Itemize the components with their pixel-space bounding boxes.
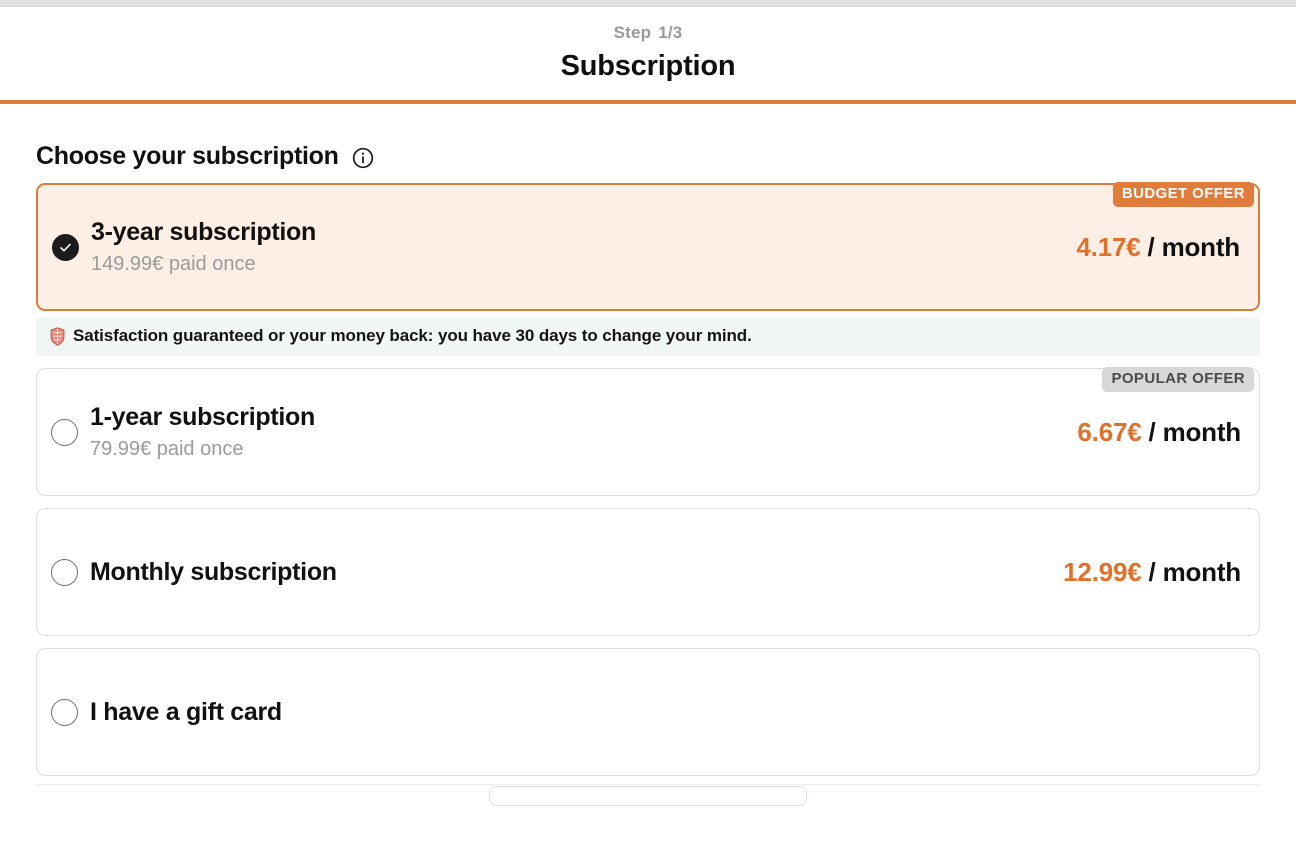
option-monthly-price: 12.99€ / month xyxy=(1063,557,1241,588)
window-top-strip xyxy=(0,0,1296,7)
guarantee-banner: Satisfaction guaranteed or your money ba… xyxy=(36,317,1260,356)
subscription-options: BUDGET OFFER 3-year subscription 149.99€… xyxy=(36,182,1260,776)
option-one-year-wrapper: POPULAR OFFER 1-year subscription 79.99€… xyxy=(36,367,1260,496)
radio-gift-card[interactable] xyxy=(51,698,78,726)
option-three-year-price: 4.17€ / month xyxy=(1076,232,1240,263)
option-monthly-price-period: / month xyxy=(1141,556,1242,587)
badge-popular-offer: POPULAR OFFER xyxy=(1102,367,1254,392)
option-three-year-left: 3-year subscription 149.99€ paid once xyxy=(52,217,1076,278)
option-gift-card-left: I have a gift card xyxy=(51,697,1241,728)
step-indicator-value: 1/3 xyxy=(658,23,683,42)
radio-monthly[interactable] xyxy=(51,558,78,586)
page-bottom-area xyxy=(36,784,1260,806)
option-one-year-labels: 1-year subscription 79.99€ paid once xyxy=(90,402,315,463)
continue-button-partial[interactable] xyxy=(489,786,807,806)
option-monthly-title: Monthly subscription xyxy=(90,557,337,586)
option-monthly-wrapper: Monthly subscription 12.99€ / month xyxy=(36,508,1260,636)
option-one-year-price: 6.67€ / month xyxy=(1077,417,1241,448)
guarantee-text: Satisfaction guaranteed or your money ba… xyxy=(73,326,752,345)
step-indicator: Step 1/3 xyxy=(0,21,1296,45)
page-title: Subscription xyxy=(560,50,736,82)
option-three-year-labels: 3-year subscription 149.99€ paid once xyxy=(91,217,316,278)
option-one-year-price-amount: 6.67€ xyxy=(1077,416,1142,447)
option-three-year-subtitle: 149.99€ paid once xyxy=(91,252,256,275)
page-header: Step 1/3 Subscription xyxy=(0,7,1296,104)
option-one-year-subtitle: 79.99€ paid once xyxy=(90,437,244,460)
option-monthly-price-amount: 12.99€ xyxy=(1063,556,1142,587)
option-card-gift-card[interactable]: I have a gift card xyxy=(36,648,1260,776)
option-one-year-title: 1-year subscription xyxy=(90,402,315,431)
radio-three-year[interactable] xyxy=(52,233,79,261)
info-circle-icon[interactable] xyxy=(352,144,374,169)
radio-one-year[interactable] xyxy=(51,418,78,446)
option-one-year-price-period: / month xyxy=(1141,416,1242,447)
option-monthly-labels: Monthly subscription xyxy=(90,557,337,588)
option-card-monthly[interactable]: Monthly subscription 12.99€ / month xyxy=(36,508,1260,636)
option-three-year-price-period: / month xyxy=(1140,231,1241,262)
main-content: Choose your subscription BUDGET OFFER xyxy=(0,142,1296,806)
step-indicator-word: Step xyxy=(613,23,652,42)
option-gift-card-title: I have a gift card xyxy=(90,697,282,726)
option-card-three-year[interactable]: 3-year subscription 149.99€ paid once 4.… xyxy=(36,183,1260,311)
option-three-year-wrapper: BUDGET OFFER 3-year subscription 149.99€… xyxy=(36,182,1260,311)
option-monthly-left: Monthly subscription xyxy=(51,557,1063,588)
option-card-one-year[interactable]: 1-year subscription 79.99€ paid once 6.6… xyxy=(36,368,1260,496)
badge-budget-offer: BUDGET OFFER xyxy=(1112,182,1254,207)
option-one-year-left: 1-year subscription 79.99€ paid once xyxy=(51,402,1077,463)
option-three-year-title: 3-year subscription xyxy=(91,217,316,246)
option-three-year-price-amount: 4.17€ xyxy=(1076,231,1141,262)
option-gift-card-labels: I have a gift card xyxy=(90,697,282,728)
section-title: Choose your subscription xyxy=(36,142,339,170)
option-gift-card-wrapper: I have a gift card xyxy=(36,648,1260,776)
shield-icon xyxy=(50,326,65,346)
section-heading: Choose your subscription xyxy=(36,142,1260,171)
